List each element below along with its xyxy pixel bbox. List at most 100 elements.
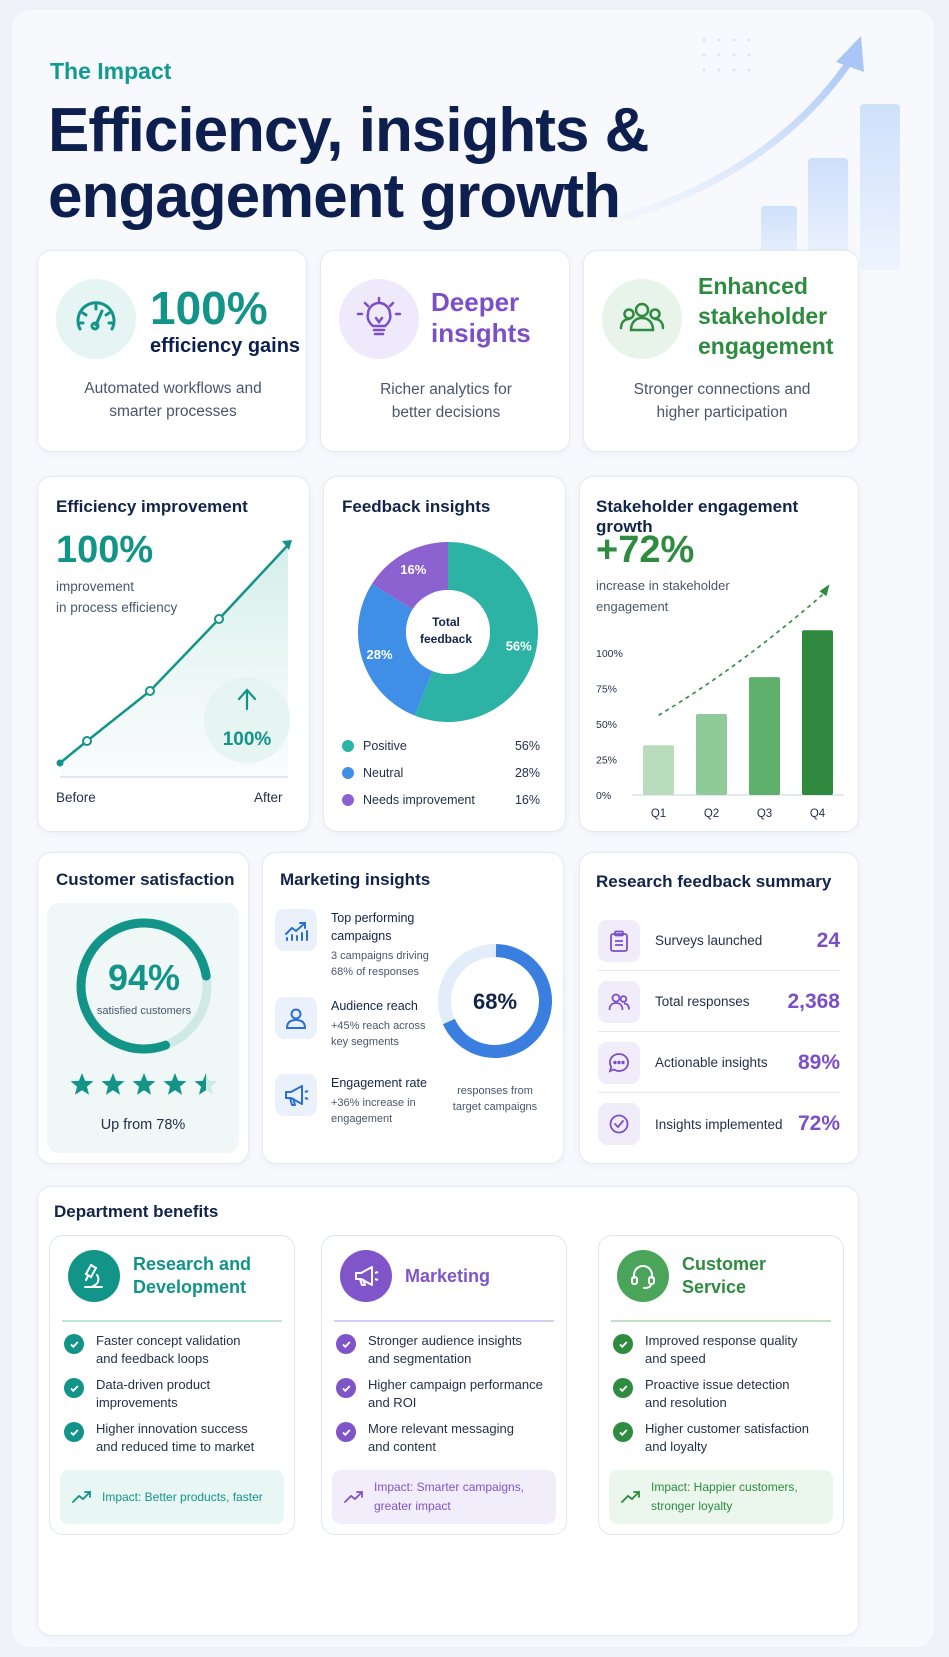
megaphone-icon (275, 1074, 317, 1116)
title-line: Marketing (405, 1265, 491, 1286)
research-row: Surveys launched 24 (598, 911, 840, 971)
efficiency-point (56, 759, 64, 767)
donut-slice-label: 16% (400, 562, 426, 577)
legend-dot (342, 767, 354, 779)
donut-slice-label: 56% (506, 638, 532, 653)
engagement-desc: Stronger connections and higher particip… (584, 378, 860, 424)
users-icon (598, 980, 640, 1023)
department-title: Research and Development (133, 1253, 251, 1299)
research-row-label: Actionable insights (655, 1055, 768, 1070)
star-icon (101, 1073, 125, 1095)
star-icon (194, 1073, 218, 1095)
clipboard-icon (598, 919, 640, 962)
lightbulb-icon (339, 279, 419, 359)
x-label-after: After (254, 790, 283, 805)
legend-label: Positive (363, 739, 407, 753)
engagement-chart-value: +72% (596, 529, 695, 571)
y-tick-label: 100% (596, 648, 623, 660)
legend-label: Neutral (363, 766, 404, 780)
research-row-value: 72% (797, 1112, 840, 1135)
center-line: Total (432, 615, 460, 629)
impact-text: Impact: Smarter campaigns, greater impact (374, 1478, 524, 1516)
research-title: Research feedback summary (596, 872, 832, 891)
efficiency-badge-bg (204, 677, 290, 763)
efficiency-chart-desc: improvement in process efficiency (56, 576, 177, 618)
benefit-line: Improved response quality (645, 1333, 798, 1348)
star-icon (70, 1073, 94, 1095)
center-line: feedback (419, 632, 473, 646)
satisfaction-card: Customer satisfaction 94% satisfied cust… (37, 852, 249, 1164)
eyebrow-label: The Impact (50, 58, 172, 84)
efficiency-chart-title: Efficiency improvement (56, 497, 248, 516)
research-row-label: Surveys launched (655, 933, 763, 948)
x-tick-label: Q2 (704, 808, 719, 820)
title-line: Customer (682, 1254, 767, 1274)
department-benefit-list: Stronger audience insights and segmentati… (336, 1332, 558, 1464)
benefit-text: Improved response quality and speed (645, 1332, 797, 1368)
title-line: insights (431, 318, 531, 348)
check-circle-icon (598, 1103, 640, 1145)
trending-chart-icon (275, 909, 317, 951)
department-customer-service: Customer Service Improved response qualit… (598, 1235, 844, 1535)
checkmark-icon (64, 1422, 84, 1442)
benefit-item: Higher campaign performance and ROI (336, 1376, 558, 1412)
benefit-line: and segmentation (368, 1351, 472, 1366)
checkmark-icon (64, 1378, 84, 1398)
engagement-title: Enhanced stakeholder engagement (698, 271, 833, 361)
benefit-line: and reduced time to market (96, 1439, 255, 1454)
benefit-line: Proactive issue detection (645, 1377, 790, 1392)
speedometer-icon (56, 279, 136, 359)
insights-desc: Richer analytics for better decisions (321, 378, 571, 424)
impact-text: Impact: Better products, faster (102, 1488, 263, 1507)
desc-line: key segments (331, 1036, 399, 1048)
checkmark-icon (613, 1422, 633, 1442)
research-row: Actionable insights 89% (598, 1033, 840, 1093)
title-line: Service (682, 1277, 747, 1297)
title-line: Deeper (431, 287, 520, 317)
feedback-title: Feedback insights (342, 497, 491, 516)
checkmark-icon (613, 1334, 633, 1354)
benefit-line: and speed (645, 1351, 706, 1366)
x-tick-label: Q3 (757, 808, 772, 820)
benefit-text: Stronger audience insights and segmentati… (368, 1332, 522, 1368)
impact-line: Impact: Better products, faster (102, 1489, 263, 1504)
page-title: Efficiency, insights & engagement growth (48, 98, 649, 230)
impact-banner: Impact: Happier customers, stronger loyal… (609, 1470, 833, 1524)
trend-line (658, 589, 829, 716)
title-line: Development (133, 1277, 247, 1297)
title-line: campaigns (331, 929, 392, 943)
legend-positive: Positive 56% (342, 739, 540, 753)
impact-line: greater impact (374, 1499, 451, 1513)
efficiency-chart-value: 100% (56, 529, 154, 571)
benefit-line: Data-driven product (96, 1377, 211, 1392)
department-header: Marketing (340, 1250, 490, 1302)
donut-center-label: Total feedback (404, 614, 488, 648)
desc-line: increase in stakeholder (596, 578, 730, 593)
desc-line: 68% of responses (331, 966, 420, 978)
department-title: Marketing (405, 1265, 490, 1288)
satisfaction-label: satisfied customers (96, 1005, 192, 1017)
marketing-item-desc: +45% reach across key segments (331, 1018, 425, 1050)
feedback-card: Feedback insights 56% 28% 16% Total feedba… (323, 476, 566, 832)
impact-line: stronger loyalty (651, 1499, 733, 1513)
caption-line: target campaigns (452, 1101, 538, 1113)
desc-line: higher participation (656, 404, 788, 421)
benefit-text: Data-driven product improvements (96, 1376, 210, 1412)
desc-line: Automated workflows and (84, 380, 262, 397)
marketing-card: Marketing insights Top performing campaig… (262, 852, 564, 1164)
benefit-line: and resolution (645, 1395, 727, 1410)
legend-neutral: Neutral 28% (342, 766, 540, 780)
satisfaction-panel (47, 903, 239, 1153)
benefit-item: Higher innovation success and reduced tim… (64, 1420, 286, 1456)
benefit-item: Higher customer satisfaction and loyalty (613, 1420, 835, 1456)
efficiency-gain-title: efficiency gains (150, 335, 301, 357)
benefit-line: Higher innovation success (96, 1421, 248, 1436)
microscope-icon (68, 1250, 120, 1302)
benefit-line: More relevant messaging (368, 1421, 514, 1436)
research-row-value: 89% (797, 1050, 840, 1074)
department-marketing: Marketing Stronger audience insights and … (321, 1235, 567, 1535)
marketing-item-campaigns: Top performing campaigns 3 campaigns driv… (275, 909, 435, 980)
desc-line: 3 campaigns driving (331, 950, 429, 962)
research-row-value: 2,368 (787, 989, 840, 1013)
benefit-line: and loyalty (645, 1439, 708, 1454)
